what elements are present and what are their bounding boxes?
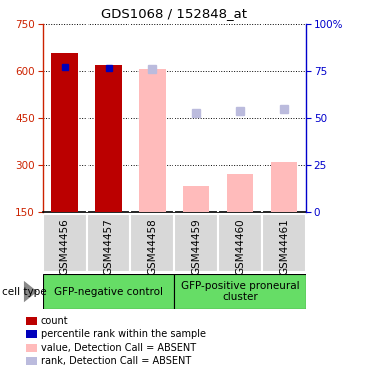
Bar [43, 214, 86, 272]
Text: GFP-positive proneural
cluster: GFP-positive proneural cluster [181, 281, 299, 302]
Bar [52, 53, 78, 212]
Bar [262, 214, 306, 272]
Text: GSM44461: GSM44461 [279, 218, 289, 275]
Text: cell type: cell type [2, 286, 46, 297]
Text: GSM44458: GSM44458 [147, 218, 157, 275]
Bar [139, 69, 165, 212]
Bar [183, 186, 210, 212]
Bar [174, 214, 218, 272]
Bar [218, 214, 262, 272]
Bar [227, 174, 253, 212]
Text: count: count [41, 316, 68, 326]
Polygon shape [24, 281, 37, 302]
Text: GSM44457: GSM44457 [104, 218, 114, 275]
Text: percentile rank within the sample: percentile rank within the sample [41, 329, 206, 339]
Text: value, Detection Call = ABSENT: value, Detection Call = ABSENT [41, 343, 196, 352]
Text: rank, Detection Call = ABSENT: rank, Detection Call = ABSENT [41, 356, 191, 366]
Bar [271, 162, 297, 212]
Text: GSM44459: GSM44459 [191, 218, 201, 275]
Bar [131, 214, 174, 272]
Bar [174, 274, 306, 309]
Bar [86, 214, 131, 272]
Text: GSM44460: GSM44460 [235, 218, 245, 275]
Bar [95, 65, 122, 212]
Text: GFP-negative control: GFP-negative control [54, 286, 163, 297]
Text: GSM44456: GSM44456 [60, 218, 70, 275]
Bar [43, 274, 174, 309]
Title: GDS1068 / 152848_at: GDS1068 / 152848_at [101, 8, 247, 20]
